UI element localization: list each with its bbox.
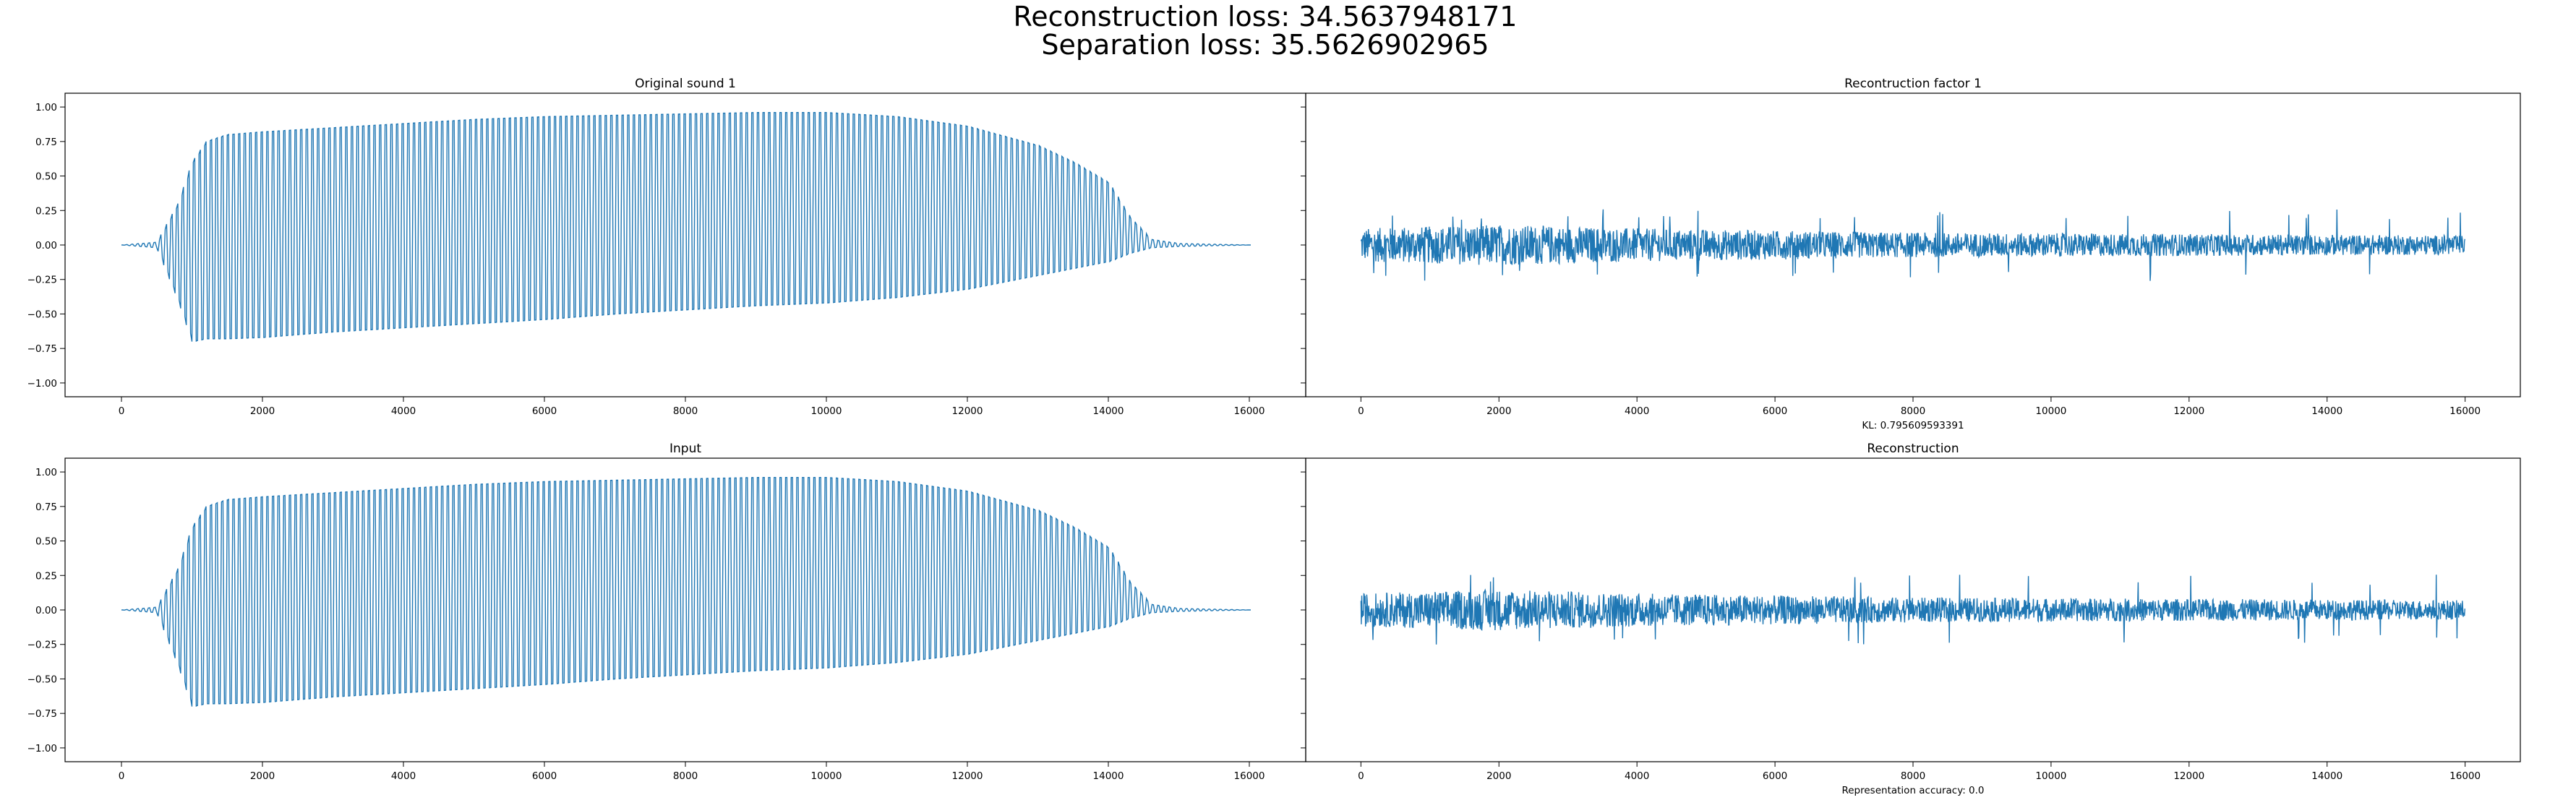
x-axis-label: KL: 0.795609593391 xyxy=(1862,420,1964,431)
y-tick-label: 1.00 xyxy=(35,467,57,478)
x-tick-label: 10000 xyxy=(2035,770,2066,782)
y-tick-label: 0.50 xyxy=(35,171,57,183)
x-tick-label: 8000 xyxy=(673,405,698,417)
x-tick-label: 4000 xyxy=(391,770,416,782)
x-tick-label: 2000 xyxy=(1486,770,1511,782)
panel-title: Input xyxy=(669,442,701,456)
y-tick-label: −0.25 xyxy=(27,640,57,651)
x-axis-label: Representation accuracy: 0.0 xyxy=(1841,785,1984,796)
x-tick-label: 16000 xyxy=(2449,405,2481,417)
y-tick-label: −0.75 xyxy=(27,708,57,720)
x-tick-label: 10000 xyxy=(2035,405,2066,417)
x-tick-label: 10000 xyxy=(811,405,842,417)
x-tick-label: 12000 xyxy=(952,405,983,417)
waveform-line xyxy=(1360,209,2465,281)
waveform-line xyxy=(121,112,1251,342)
waveform-line xyxy=(1360,575,2465,645)
y-tick-label: −1.00 xyxy=(27,743,57,754)
x-tick-label: 12000 xyxy=(952,770,983,782)
x-tick-label: 0 xyxy=(1358,405,1364,417)
subplot-input: Input 0 2000 4000 6000 8000 10000 12000 14000 160… xyxy=(27,442,1306,782)
x-tick-label: 4000 xyxy=(1625,770,1649,782)
subplot-reconstruction: Reconstruction 0 2000 4000 6000 8000 10000 1200… xyxy=(1301,442,2521,796)
x-tick-label: 0 xyxy=(119,770,125,782)
panel-title: Reconstruction xyxy=(1867,442,1959,456)
y-tick-label: 0.25 xyxy=(35,205,57,217)
x-tick-label: 16000 xyxy=(2449,770,2481,782)
x-tick-label: 8000 xyxy=(673,770,698,782)
x-tick-label: 12000 xyxy=(2173,770,2204,782)
waveform-line xyxy=(121,477,1251,707)
subplot-original-sound: Original sound 1 0 2000 4000 6000 8000 10000 12… xyxy=(27,77,1306,417)
x-tick-label: 8000 xyxy=(1901,405,1925,417)
y-tick-label: −1.00 xyxy=(27,378,57,390)
x-tick-label: 14000 xyxy=(1093,770,1124,782)
x-tick-label: 4000 xyxy=(1625,405,1649,417)
x-tick-label: 6000 xyxy=(1763,405,1787,417)
x-tick-label: 6000 xyxy=(532,770,557,782)
x-tick-label: 8000 xyxy=(1901,770,1925,782)
y-tick-label: 0.50 xyxy=(35,536,57,548)
y-tick-label: 0.25 xyxy=(35,570,57,582)
y-tick-label: 1.00 xyxy=(35,102,57,113)
x-tick-label: 0 xyxy=(119,405,125,417)
y-tick-label: 0.75 xyxy=(35,502,57,513)
y-tick-label: 0.00 xyxy=(35,240,57,251)
x-tick-label: 2000 xyxy=(1486,405,1511,417)
x-tick-label: 14000 xyxy=(2311,770,2342,782)
x-tick-label: 6000 xyxy=(1763,770,1787,782)
panel-title: Recontruction factor 1 xyxy=(1844,77,1982,91)
panel-title: Original sound 1 xyxy=(635,77,736,91)
subplot-reconstruction-factor: Recontruction factor 1 0 2000 4000 6000 8000 1… xyxy=(1301,77,2521,431)
x-tick-label: 16000 xyxy=(1234,405,1265,417)
figure-title-line2: Separation loss: 35.5626902965 xyxy=(1041,29,1489,61)
x-tick-label: 10000 xyxy=(811,770,842,782)
y-tick-label: −0.25 xyxy=(27,275,57,286)
x-tick-label: 2000 xyxy=(250,770,275,782)
x-tick-label: 4000 xyxy=(391,405,416,417)
y-tick-label: 0.75 xyxy=(35,137,57,148)
x-tick-label: 0 xyxy=(1358,770,1364,782)
y-tick-label: −0.50 xyxy=(27,309,57,320)
x-tick-label: 14000 xyxy=(1093,405,1124,417)
x-tick-label: 2000 xyxy=(250,405,275,417)
figure-title-line1: Reconstruction loss: 34.5637948171 xyxy=(1014,1,1518,33)
x-tick-label: 12000 xyxy=(2173,405,2204,417)
x-tick-label: 14000 xyxy=(2311,405,2342,417)
y-tick-label: −0.50 xyxy=(27,674,57,685)
y-tick-label: 0.00 xyxy=(35,605,57,616)
y-tick-label: −0.75 xyxy=(27,343,57,355)
x-tick-label: 6000 xyxy=(532,405,557,417)
x-tick-label: 16000 xyxy=(1234,770,1265,782)
